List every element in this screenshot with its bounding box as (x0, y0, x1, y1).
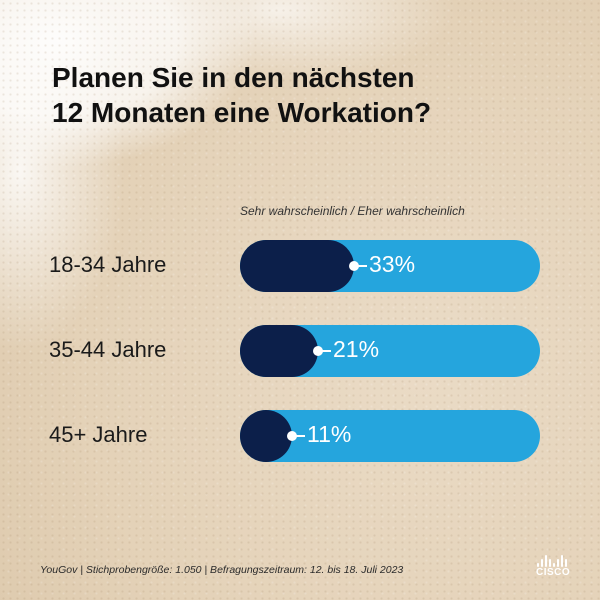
bar-end-marker (287, 431, 297, 441)
value-label: 21% (333, 336, 380, 362)
bar-track: 21% (240, 325, 540, 377)
bar-track: 33% (240, 240, 540, 292)
value-connector (295, 435, 305, 437)
page-title: Planen Sie in den nächsten 12 Monaten ei… (52, 60, 572, 130)
cisco-logo-icon: CISCO (536, 553, 570, 581)
chart-row: 35-44 Jahre 21% (0, 325, 600, 377)
title-line-1: Planen Sie in den nächsten (52, 62, 415, 93)
value-label: 33% (369, 251, 416, 277)
bar-fill (240, 410, 292, 462)
value-label: 11% (307, 421, 352, 447)
bar-fill (240, 325, 318, 377)
category-label: 18-34 Jahre (49, 252, 167, 277)
logo-wordmark: CISCO (536, 567, 571, 578)
chart-row: 45+ Jahre 11% (0, 410, 600, 462)
bar-end-marker (313, 346, 323, 356)
chart-subtitle: Sehr wahrscheinlich / Eher wahrscheinlic… (240, 204, 465, 218)
value-connector (321, 350, 331, 352)
bar-fill (240, 240, 354, 292)
logo-bars (536, 553, 570, 567)
category-label: 35-44 Jahre (49, 337, 167, 362)
title-line-2: 12 Monaten eine Workation? (52, 97, 432, 128)
category-label: 45+ Jahre (49, 422, 148, 447)
chart-row: 18-34 Jahre 33% (0, 240, 600, 292)
bar-end-marker (349, 261, 359, 271)
bar-track: 11% (240, 410, 540, 462)
source-note: YouGov | Stichprobengröße: 1.050 | Befra… (40, 564, 404, 576)
value-connector (357, 265, 367, 267)
